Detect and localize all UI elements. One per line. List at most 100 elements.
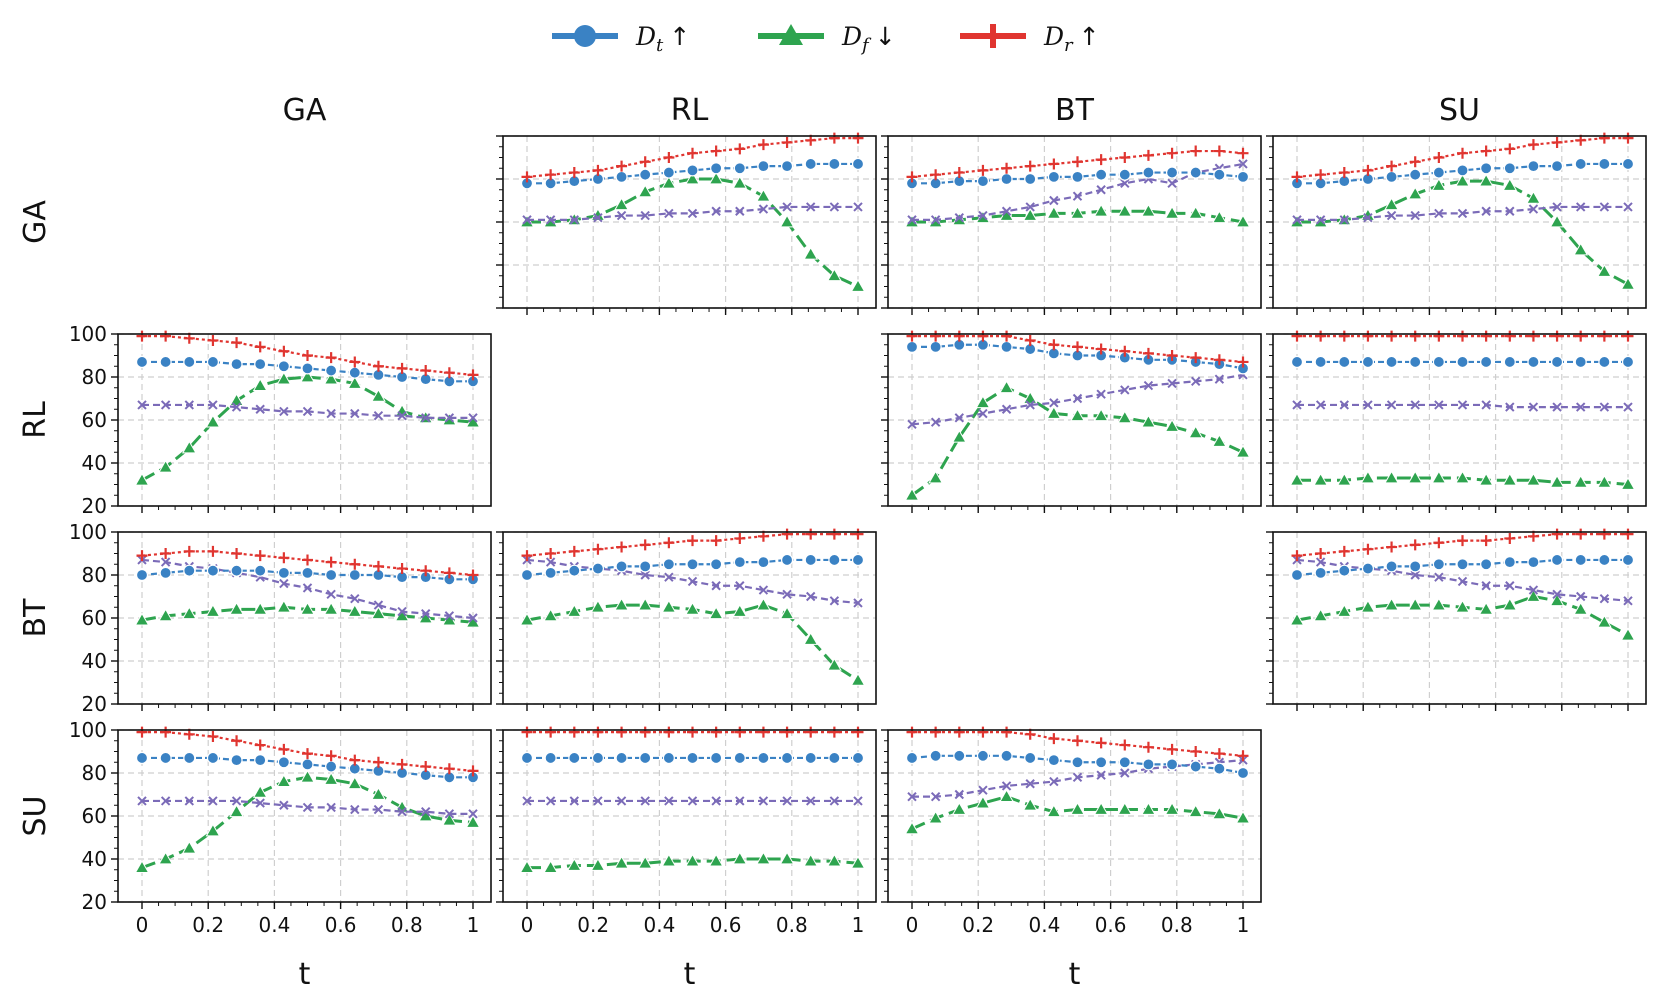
point-Dt-8 [325,364,338,377]
row-title-SU: SU [18,795,53,836]
point-extra-7 [302,583,313,593]
series-Dt [1290,553,1635,582]
point-Dr-0 [1291,550,1303,562]
point-Df-10 [756,851,771,865]
point-Dt-14 [1236,170,1250,183]
column-titles: GA RL BT SU [283,93,1480,128]
point-Df-3 [1360,599,1376,613]
point-extra-1 [545,215,556,225]
point-Df-3 [975,395,991,409]
point-Dr-5 [1409,330,1421,342]
point-Dt-11 [1165,758,1179,771]
y-tick-label: 80 [82,365,107,389]
point-Df-2 [951,802,967,815]
point-Df-0 [519,612,535,626]
point-extra-11 [397,606,407,617]
point-Dr-6 [278,552,290,564]
point-extra-14 [1238,159,1248,169]
point-Df-10 [1141,802,1156,815]
point-Dr-11 [781,136,793,148]
point-Dr-0 [906,330,918,342]
point-Df-0 [904,487,920,501]
point-Dr-5 [639,156,651,168]
point-Df-5 [637,184,653,198]
legend-label: Dr ↑ [1043,22,1100,56]
point-Dt-3 [976,749,990,762]
point-extra-7 [302,802,313,813]
series-line-Dr [141,550,474,577]
point-extra-2 [954,212,965,223]
series-line-Dr [142,731,474,772]
point-extra-9 [350,408,360,419]
point-Dr-7 [1457,330,1468,342]
point-Dr-11 [1166,350,1178,361]
point-extra-11 [782,796,792,806]
point-extra-2 [184,400,195,410]
point-extra-4 [1386,210,1397,221]
point-Dr-1 [160,330,172,342]
point-Dr-6 [278,345,290,357]
legend-arrow: ↓ [875,22,896,51]
point-Df-9 [1502,597,1518,611]
point-Dr-14 [852,726,864,738]
point-Df-6 [1431,470,1447,484]
point-extra-6 [279,800,289,810]
point-extra-11 [1167,178,1177,189]
series-Df [904,789,1251,835]
point-Df-0 [134,612,150,626]
y-ticks [496,135,503,309]
point-Dt-5 [1409,168,1422,181]
x-axis-label: t [1069,957,1081,992]
point-extra-8 [711,581,721,591]
point-extra-13 [444,809,455,819]
point-extra-2 [569,215,580,225]
point-Dr-8 [1095,737,1107,749]
point-Dt-2 [183,355,196,369]
point-Df-5 [1022,208,1038,221]
point-extra-2 [569,796,580,806]
point-Dr-2 [568,167,580,179]
series-Dr [1291,132,1634,183]
point-extra-5 [640,570,650,580]
point-Df-7 [300,769,315,783]
panel-GA-SU [1266,132,1647,315]
point-Dt-11 [1550,355,1564,369]
series-extra [137,796,478,819]
y-tick-label: 60 [82,804,107,828]
point-extra-6 [1049,398,1059,408]
point-Dt-5 [1409,355,1422,369]
point-Dr-14 [1622,528,1634,540]
point-Dr-10 [1527,330,1539,342]
panel-grid [503,531,876,705]
point-Dt-5 [1024,172,1037,186]
point-Df-11 [1549,593,1565,607]
point-Dr-13 [1598,132,1610,144]
point-Dt-9 [733,751,746,765]
x-tick-label: 0.8 [1161,913,1193,937]
point-Df-8 [708,171,724,185]
point-Df-8 [1093,408,1109,422]
point-extra-5 [1025,202,1035,212]
legend-arrow: ↑ [1079,22,1100,51]
point-Df-7 [1455,173,1470,187]
point-Dr-1 [930,726,942,738]
point-extra-0 [137,796,147,806]
series-Dt [135,564,480,586]
point-Dr-5 [254,739,266,751]
point-Df-7 [685,171,700,185]
point-Dr-7 [687,535,698,547]
point-Df-14 [1620,476,1636,490]
point-Df-14 [1620,276,1636,290]
point-extra-13 [444,413,455,423]
point-Dt-6 [662,751,675,765]
point-extra-0 [907,419,917,430]
point-extra-1 [930,791,941,802]
point-Df-3 [590,599,606,613]
point-Dt-4 [1000,172,1013,186]
point-Dr-9 [734,143,746,155]
point-extra-9 [1120,385,1130,395]
point-extra-11 [1167,378,1177,389]
point-Dr-9 [734,726,746,738]
point-Df-4 [614,597,629,611]
